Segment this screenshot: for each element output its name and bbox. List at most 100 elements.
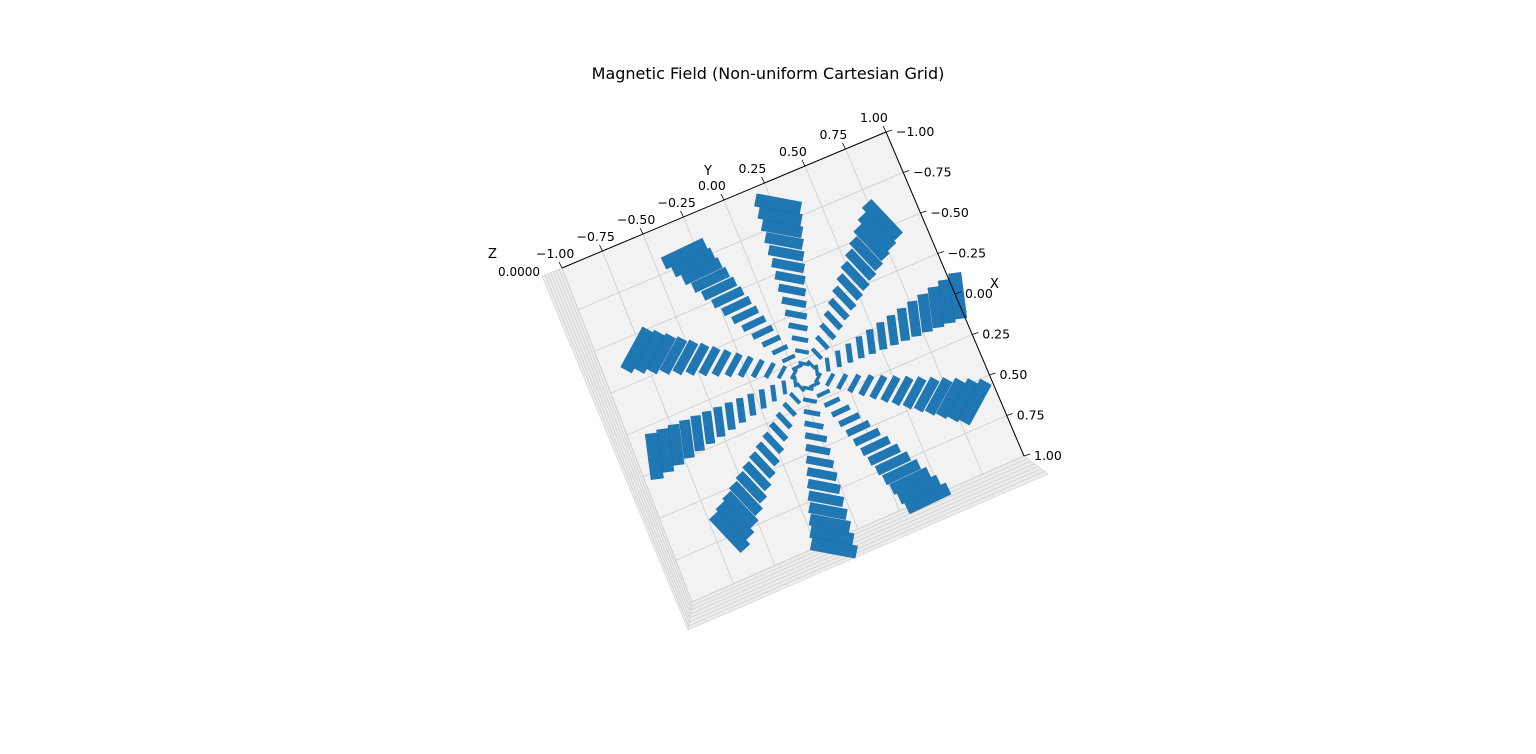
y-tick-label: 0.50 (779, 144, 807, 159)
quiver-arrow (819, 322, 837, 341)
y-tick-mark (761, 176, 765, 184)
quiver-arrow (659, 336, 688, 375)
quiver-arrow (805, 455, 835, 469)
quiver-arrow (747, 393, 757, 416)
y-tick-mark (720, 193, 725, 201)
quiver-arrow (781, 380, 788, 395)
y-tick-mark (842, 142, 846, 150)
quiver-arrow (832, 285, 857, 311)
quiver-arrow (741, 315, 767, 333)
quiver-arrow (791, 335, 809, 344)
quiver-arrow (917, 293, 933, 333)
quiver-arrow (763, 362, 776, 379)
quiver-arrow (794, 348, 810, 355)
quiver-arrow (748, 451, 776, 479)
quiver-arrow (844, 248, 877, 282)
quiver-arrow (814, 364, 820, 377)
y-tick-label: −0.75 (577, 229, 615, 244)
quiver-arrow (771, 344, 789, 356)
y-tick-mark (801, 159, 806, 167)
quiver-arrow (849, 236, 884, 272)
quiver-arrow (803, 408, 821, 417)
pane-left-edge (544, 274, 689, 627)
pane-left-edge (547, 273, 690, 623)
quiver-arrow (913, 376, 940, 413)
quiver-arrow (804, 420, 824, 430)
quiver-arrow (804, 432, 828, 443)
quiver-arrow (775, 411, 793, 430)
quiver-arrow (762, 431, 785, 455)
x-tick-label: 0.00 (965, 286, 993, 301)
quiver-arrow (814, 334, 830, 351)
quiver-arrow (827, 297, 850, 321)
quiver-arrow (823, 310, 844, 331)
quiver-arrow (764, 232, 804, 250)
x-axis-label: X (990, 277, 999, 292)
quiver-arrow (788, 391, 802, 405)
grid-line-x (643, 334, 973, 478)
x-tick-mark (1023, 453, 1031, 457)
x-tick-mark (885, 129, 893, 133)
quiver-arrow (754, 193, 803, 215)
pane-bottom-edge (689, 466, 1038, 619)
quiver-arrow (948, 272, 968, 320)
x-tick-label: −0.25 (948, 246, 986, 261)
quiver-arrow (758, 389, 767, 409)
quiver-arrow (809, 525, 855, 546)
quiver-arrow (708, 510, 751, 554)
quiver-arrow (644, 432, 664, 480)
pane-bottom-edge (691, 458, 1028, 607)
x-tick-label: −0.75 (913, 165, 951, 180)
x-tick-label: −1.00 (896, 124, 934, 139)
x-tick-mark (920, 210, 927, 214)
quiver-arrow (836, 373, 849, 390)
quiver-arrow (858, 374, 875, 397)
quiver-arrow (770, 384, 777, 402)
quiver-arrow (680, 257, 723, 286)
x-tick-label: 0.25 (982, 327, 1010, 342)
quiver-arrow (774, 270, 806, 285)
quiver-arrow (646, 333, 677, 375)
quiver-arrow (830, 404, 851, 418)
z-tick-labels-overlapping: 0.0000 (498, 265, 540, 279)
quiver-arrow (771, 257, 806, 274)
y-tick-mark (882, 125, 887, 133)
y-tick-label: −1.00 (536, 246, 574, 261)
quiver-arrow (845, 343, 854, 363)
y-tick-label: 0.00 (698, 178, 726, 193)
quiver-arrow (751, 324, 774, 340)
quiver-arrow (742, 461, 772, 492)
quiver-arrow (838, 412, 861, 428)
quiver-arrow (750, 358, 765, 379)
quiver-arrow (701, 410, 716, 445)
quiver-arrow (731, 305, 760, 325)
y-tick-mark (639, 227, 644, 235)
quiver-arrow (869, 374, 888, 400)
quiver-arrow (852, 427, 881, 447)
quiver-arrow (896, 307, 911, 342)
quiver-arrow (882, 459, 922, 486)
quiver-arrow (855, 336, 865, 359)
quiver-arrow (867, 443, 901, 466)
quiver-arrow (880, 375, 901, 403)
quiver-arrow (760, 219, 804, 239)
quiver-arrow (847, 373, 862, 394)
quiver-arrow (845, 419, 871, 437)
quiver-arrow (808, 513, 852, 533)
quiver-arrow (808, 502, 848, 520)
quiver-arrow (690, 415, 705, 452)
quiver-arrow (724, 402, 736, 431)
pane-left-edge (550, 272, 690, 619)
pane-bottom-edge (690, 460, 1031, 611)
quiver-arrow (735, 470, 768, 504)
quiver-arrow (782, 401, 798, 418)
axes-panes (541, 131, 1049, 632)
quiver-arrow (672, 339, 699, 376)
y-tick-label: 0.25 (739, 161, 767, 176)
quiver-arrow (788, 322, 808, 332)
quiver-arrow (823, 396, 841, 408)
x-tick-mark (972, 332, 979, 335)
quiver-arrow (713, 406, 726, 438)
quiver-arrow (711, 349, 732, 377)
quiver-arrow (807, 490, 845, 508)
